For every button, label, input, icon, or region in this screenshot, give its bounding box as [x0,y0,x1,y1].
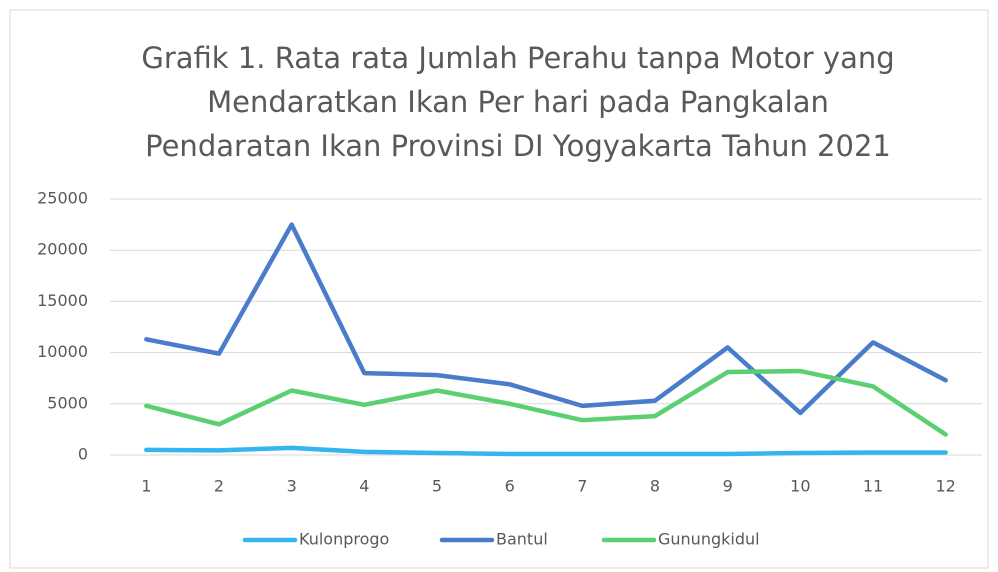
x-tick-label: 9 [723,477,733,496]
chart-title: Pendaratan Ikan Provinsi DI Yogyakarta T… [145,129,891,163]
x-tick-label: 2 [214,477,224,496]
y-tick-label: 25000 [37,189,88,208]
x-tick-label: 10 [790,477,810,496]
data-line [144,445,948,457]
y-tick-label: 10000 [37,342,88,361]
x-tick-label: 12 [935,477,955,496]
x-tick-label: 1 [141,477,151,496]
data-line [144,222,948,416]
x-tick-label: 5 [432,477,442,496]
y-tick-label: 15000 [37,291,88,310]
chart-title: Mendaratkan Ikan Per hari pada Pangkalan [207,85,829,119]
legend-label: Bantul [496,530,548,549]
x-tick-label: 3 [287,477,297,496]
x-tick-label: 8 [650,477,660,496]
chart-frame [9,9,989,569]
y-tick-label: 5000 [47,393,88,412]
y-tick-label: 0 [78,445,88,464]
x-tick-label: 11 [863,477,883,496]
legend-label: Gunungkidul [658,530,760,549]
y-tick-label: 20000 [37,240,88,259]
x-tick-label: 6 [505,477,515,496]
x-tick-label: 7 [577,477,587,496]
chart-title: Grafik 1. Rata rata Jumlah Perahu tanpa … [141,41,894,75]
legend-label: Kulonprogo [299,530,389,549]
data-line [144,368,948,437]
x-tick-label: 4 [359,477,369,496]
